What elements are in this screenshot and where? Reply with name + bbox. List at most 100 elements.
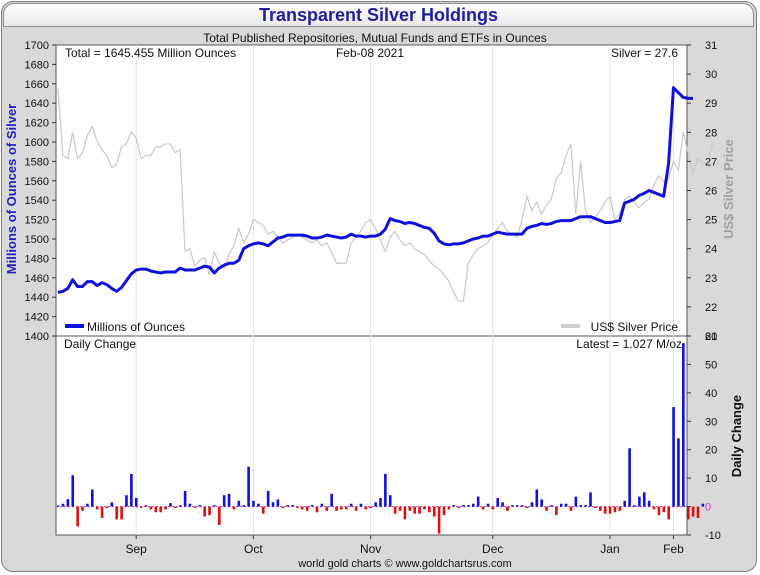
daily-change-bar xyxy=(462,505,465,507)
daily-change-bar xyxy=(134,498,138,507)
y2-tick-label: 23 xyxy=(705,273,717,285)
daily-change-bar xyxy=(471,503,475,507)
daily-change-bar xyxy=(506,506,509,511)
daily-change-bar xyxy=(555,506,558,516)
daily-change-bar xyxy=(647,500,651,507)
x-tick-label: Feb xyxy=(663,542,684,556)
daily-change-bar xyxy=(569,506,573,511)
daily-change-bar xyxy=(105,506,109,508)
x-tick-label: Sep xyxy=(125,542,147,556)
daily-change-bar xyxy=(193,506,197,508)
y2-tick-label: 28 xyxy=(705,127,717,139)
legend-price-label: US$ Silver Price xyxy=(591,320,679,334)
daily-change-bar xyxy=(56,505,60,507)
daily-change-bar xyxy=(457,506,460,508)
daily-change-bar xyxy=(320,503,324,507)
y-tick-label: 1580 xyxy=(25,156,49,168)
daily-change-bar xyxy=(208,506,211,516)
x-tick-label: Oct xyxy=(244,542,263,556)
daily-change-bar xyxy=(379,498,382,507)
daily-change-bar xyxy=(652,506,656,510)
y-tick-label: 1620 xyxy=(25,118,49,130)
daily-change-bar xyxy=(252,500,255,507)
daily-change-bar xyxy=(188,503,192,507)
chart-subtitle: Total Published Repositories, Mutual Fun… xyxy=(203,31,547,45)
daily-change-bar xyxy=(393,506,397,514)
daily-change-bar xyxy=(667,506,670,520)
daily-change-bar xyxy=(550,505,553,507)
daily-change-bar xyxy=(598,506,602,511)
daily-change-bar xyxy=(559,503,563,507)
y-tick-label: 1700 xyxy=(25,40,49,52)
y2-tick-label: 29 xyxy=(705,98,717,110)
daily-change-bar xyxy=(301,506,304,510)
daily-change-bar xyxy=(682,343,685,507)
daily-change-bar xyxy=(203,506,206,517)
daily-change-bar xyxy=(525,506,529,508)
daily-change-bar xyxy=(696,506,700,518)
daily-change-bar xyxy=(90,489,94,507)
daily-change-bar xyxy=(662,506,666,513)
daily-change-bar xyxy=(315,506,319,513)
daily-change-bar xyxy=(232,506,236,510)
daily-change-label: Daily Change xyxy=(64,337,136,351)
x-tick-label: Jan xyxy=(600,542,619,556)
daily-tick-label: 20 xyxy=(705,445,717,457)
daily-change-bar xyxy=(452,505,456,507)
y-tick-label: 1660 xyxy=(25,79,49,91)
daily-change-bar xyxy=(642,492,646,507)
daily-change-bar xyxy=(61,503,65,507)
y-tick-label: 1560 xyxy=(25,176,49,188)
daily-change-bar xyxy=(178,505,182,507)
daily-change-bar xyxy=(149,506,153,510)
daily-change-bar xyxy=(672,407,675,507)
daily-change-bar xyxy=(164,506,167,510)
x-tick-label: Nov xyxy=(360,542,381,556)
daily-tick-label: 60 xyxy=(705,331,717,343)
daily-change-bar xyxy=(349,503,353,507)
daily-change-bar xyxy=(325,506,329,511)
daily-change-bar xyxy=(217,506,221,526)
daily-tick-label: 40 xyxy=(705,388,717,400)
daily-change-bar xyxy=(174,506,177,508)
daily-change-bar xyxy=(428,506,431,513)
daily-change-bar xyxy=(691,506,695,517)
daily-change-bar xyxy=(344,506,348,510)
daily-change-bar xyxy=(618,506,622,511)
daily-change-bar xyxy=(125,495,128,507)
daily-change-bar xyxy=(369,506,373,508)
daily-change-bar xyxy=(66,499,70,507)
daily-change-bar xyxy=(520,505,524,507)
daily-change-bar xyxy=(388,495,392,507)
credit-label: world gold charts © www.goldchartsrus.co… xyxy=(297,558,512,570)
chart-title: Transparent Silver Holdings xyxy=(258,5,499,25)
daily-change-bar xyxy=(359,503,363,507)
daily-change-bar xyxy=(540,499,543,507)
daily-change-bar xyxy=(423,506,426,510)
daily-tick-label: 30 xyxy=(705,416,717,428)
daily-change-bar xyxy=(398,506,402,511)
y-tick-label: 1680 xyxy=(25,59,49,71)
lower-plot-area xyxy=(55,335,688,536)
daily-change-bar xyxy=(476,496,480,507)
daily-change-axis-title: Daily Change xyxy=(729,395,744,477)
daily-tick-label: 10 xyxy=(705,473,717,485)
daily-change-bar xyxy=(481,506,485,510)
daily-change-bar xyxy=(442,506,446,516)
daily-change-bar xyxy=(491,506,495,510)
daily-change-bar xyxy=(530,502,534,507)
daily-change-bar xyxy=(486,503,490,507)
daily-change-bar xyxy=(623,500,627,507)
daily-change-bar xyxy=(701,503,705,507)
daily-change-bar xyxy=(257,503,260,507)
y-tick-label: 1400 xyxy=(25,331,49,343)
daily-change-bar xyxy=(594,506,597,508)
y-tick-label: 1600 xyxy=(25,137,49,149)
daily-change-bar xyxy=(247,466,250,507)
daily-change-bar xyxy=(603,506,607,514)
daily-change-bar xyxy=(545,506,548,511)
daily-change-bar xyxy=(271,502,275,507)
daily-change-bar xyxy=(413,506,416,514)
daily-change-bar xyxy=(213,505,216,507)
y-tick-label: 1640 xyxy=(25,98,49,110)
